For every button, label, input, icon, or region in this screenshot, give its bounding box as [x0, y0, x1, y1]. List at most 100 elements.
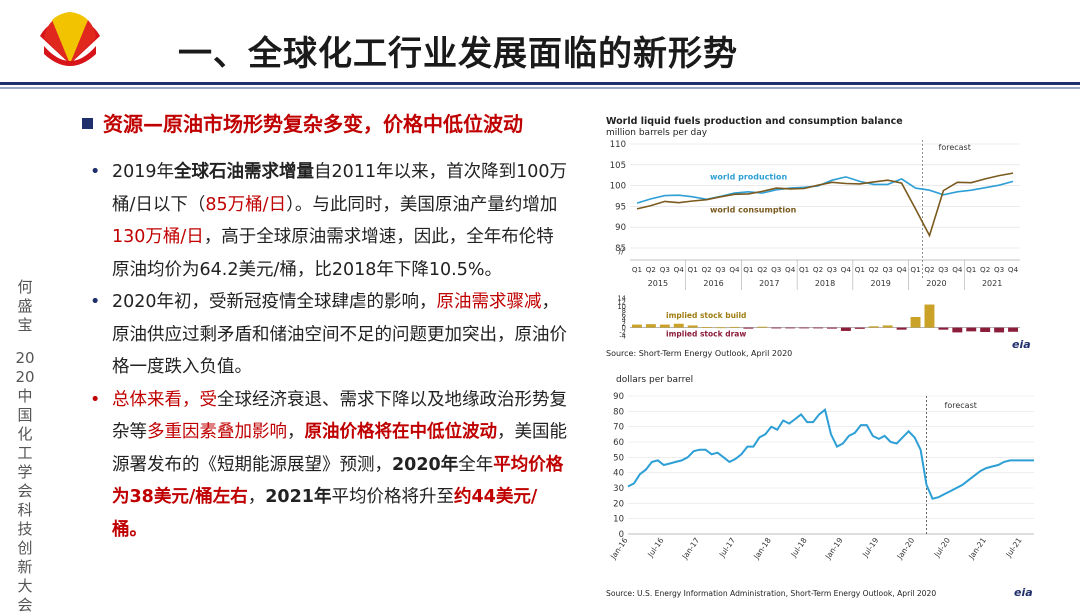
inset-bar — [729, 326, 740, 328]
inset-label-build: implied stock build — [666, 311, 746, 320]
x-tick-label: Jan-20 — [895, 536, 917, 562]
header-divider — [0, 82, 1080, 85]
y-tick-label: 50 — [613, 453, 624, 463]
inset-bar — [938, 327, 949, 330]
bullet-text: 自2011年以来，首次降到100万桶/日以下（ — [112, 162, 567, 215]
page-title: 一、全球化工行业发展面临的新形势 — [178, 34, 738, 74]
inset-bar — [659, 324, 670, 328]
y-tick-label: 20 — [613, 499, 624, 509]
quarter-tick-label: Q3 — [883, 265, 893, 274]
quarter-tick-label: Q1 — [966, 265, 976, 274]
inset-label-draw: implied stock draw — [666, 329, 746, 338]
inset-bar — [882, 325, 893, 328]
quarter-tick-label: Q3 — [771, 265, 781, 274]
year-tick-label: 2018 — [815, 279, 835, 288]
y-tick-label: 30 — [613, 484, 624, 494]
y-tick-label: 90 — [613, 392, 624, 402]
inset-bar — [868, 326, 879, 328]
quarter-tick-label: Q2 — [980, 265, 990, 274]
inset-bar — [924, 304, 935, 328]
x-tick-label: Jul-20 — [932, 536, 952, 560]
bullet-text: 2019年 — [112, 162, 175, 182]
inset-y-tick-label: 8 — [622, 307, 626, 315]
quarter-tick-label: Q3 — [715, 265, 725, 274]
inset-bar — [966, 327, 977, 332]
bullet-text: ， — [247, 487, 266, 507]
x-tick-label: Jul-17 — [717, 536, 737, 560]
inset-y-tick-label: -4 — [619, 333, 626, 341]
inset-bar — [813, 327, 823, 329]
liquid-fuels-balance-chart: World liquid fuels production and consum… — [606, 116, 1031, 358]
inset-bar — [673, 323, 684, 328]
series-line-production — [636, 176, 1014, 204]
bullet-text: 平均价格为38美元/桶左右 — [112, 454, 564, 508]
x-tick-label: Jul-16 — [645, 536, 665, 560]
quarter-tick-label: Q2 — [813, 265, 823, 274]
quarter-tick-label: Q1 — [855, 265, 865, 274]
y-tick-label: 105 — [610, 161, 626, 171]
bullet-text: ， — [287, 422, 305, 442]
quarter-tick-label: Q4 — [841, 265, 852, 274]
section-subheading: 资源—原油市场形势复杂多变，价格中低位波动 — [82, 108, 523, 137]
inset-bar — [980, 327, 991, 332]
quarter-tick-label: Q1 — [799, 265, 809, 274]
inset-bar — [799, 327, 810, 329]
quarter-tick-label: Q2 — [869, 265, 879, 274]
company-logo — [40, 12, 100, 66]
bullet-text: 2021年 — [265, 487, 332, 507]
forecast-label: forecast — [939, 143, 971, 152]
logo-shell-icon — [40, 12, 100, 66]
axis-break-icon: // — [619, 247, 625, 256]
y-axis-label: dollars per barrel — [616, 375, 693, 385]
quarter-tick-label: Q3 — [660, 265, 670, 274]
year-tick-label: 2016 — [703, 279, 723, 288]
inset-y-tick-label: 2 — [622, 320, 626, 328]
bullet-text: 全球石油需求增量 — [174, 162, 315, 182]
bullet-text: 2020年初，受新冠疫情全球肆虐的影响， — [112, 292, 437, 312]
bullet-text: 85万桶/日 — [205, 194, 287, 215]
price-line — [627, 408, 1034, 500]
quarter-tick-label: Q2 — [646, 265, 656, 274]
bullet-text: ，高于全球原油需求增速，因此，全年布伦特原油均价为64.2美元/桶，比2018年… — [112, 227, 554, 280]
quarter-tick-label: Q1 — [632, 265, 642, 274]
y-tick-label: 100 — [610, 182, 626, 192]
inset-bar — [994, 327, 1005, 333]
y-tick-label: 110 — [610, 140, 626, 150]
inset-bar — [645, 324, 656, 328]
inset-bar — [771, 327, 782, 329]
x-tick-label: Jan-19 — [823, 536, 845, 562]
year-tick-label: 2019 — [871, 279, 891, 288]
bullet-text: 原油价格将在中低位波动 — [304, 422, 498, 442]
inset-bar — [785, 327, 796, 329]
header-divider-light — [0, 87, 1080, 89]
year-tick-label: 2020 — [926, 279, 946, 288]
inset-y-tick-label: 0 — [622, 324, 626, 332]
bullet-text: 130万桶/日 — [112, 227, 204, 247]
bullet-text: 约44美元/桶。 — [112, 487, 538, 540]
square-bullet-icon — [82, 118, 93, 129]
quarter-tick-label: Q4 — [785, 265, 796, 274]
subheading-text: 资源—原油市场形势复杂多变，价格中低位波动 — [103, 112, 523, 136]
side-label: 何盛宝 2020中国化工学会科技创新大会 — [14, 278, 36, 615]
bullet-text: 总体来看，受 — [112, 389, 217, 410]
quarter-tick-label: Q4 — [1008, 265, 1019, 274]
bullet-text: 全年 — [458, 454, 494, 475]
inset-bar — [910, 317, 921, 328]
series-label-consumption: world consumption — [710, 206, 797, 215]
presenter-name: 何盛宝 — [17, 278, 33, 334]
event-name: 2020中国化工学会科技创新大会 — [15, 349, 35, 614]
quarter-tick-label: Q1 — [688, 265, 698, 274]
inset-y-tick-label: 10 — [617, 303, 626, 311]
x-tick-label: Jul-19 — [860, 536, 880, 560]
bullet-list: 2019年全球石油需求增量自2011年以来，首次降到100万桶/日以下（85万桶… — [90, 156, 568, 546]
chart-source: Source: U.S. Energy Information Administ… — [606, 589, 936, 598]
bullet-text: ）。与此同时，美国原油产量约增加 — [286, 194, 558, 215]
oil-price-chart: dollars per barrel 90 80 70 60 50 40 30 20 10 0 for… — [606, 375, 1034, 599]
y-tick-label: 40 — [613, 469, 624, 479]
y-tick-label: 10 — [613, 515, 624, 525]
quarter-tick-label: Q3 — [938, 265, 948, 274]
bullet-text: 平均价格将升至 — [331, 487, 454, 507]
bullet-text: 2020年 — [392, 454, 459, 475]
y-tick-label: 90 — [615, 223, 626, 233]
inset-y-tick-label: 4 — [622, 316, 626, 324]
